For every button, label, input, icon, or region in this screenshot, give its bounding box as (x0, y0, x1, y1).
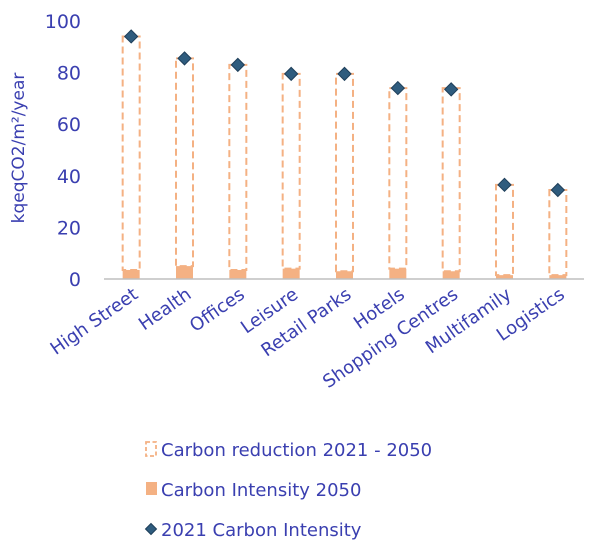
y-tick-label: 60 (57, 114, 81, 136)
bar-carbon-intensity-2050 (336, 271, 353, 279)
marker-2021-carbon-intensity (390, 80, 406, 96)
y-tick-label: 100 (45, 11, 81, 33)
marker-2021-carbon-intensity (337, 66, 352, 82)
legend: Carbon reduction 2021 - 2050 Carbon Inten… (144, 440, 432, 541)
marker-2021-carbon-intensity (123, 29, 139, 44)
marker-2021-carbon-intensity (550, 182, 566, 198)
bar-carbon-reduction (121, 35, 141, 271)
x-category-label: High Street (47, 284, 142, 360)
legend-label: 2021 Carbon Intensity (161, 520, 362, 541)
bar-carbon-reduction (281, 72, 301, 270)
bars-layer (121, 35, 568, 279)
legend-label: Carbon reduction 2021 - 2050 (161, 440, 432, 461)
bar-carbon-intensity-2050 (282, 268, 300, 279)
marker-2021-carbon-intensity (497, 177, 512, 193)
marker-2021-carbon-intensity (443, 82, 459, 97)
bar-carbon-intensity-2050 (122, 269, 140, 279)
legend-swatch-carbon-intensity-2050 (146, 482, 157, 495)
bar-carbon-intensity-2050 (442, 271, 460, 279)
bar-carbon-intensity-2050 (176, 266, 193, 279)
bar-carbon-reduction (175, 57, 194, 268)
legend-label: Carbon Intensity 2050 (161, 480, 361, 501)
bar-carbon-intensity-2050 (496, 275, 513, 279)
bar-carbon-reduction (441, 87, 461, 273)
y-tick-label: 80 (57, 63, 81, 85)
legend-swatch-carbon-reduction (145, 441, 157, 457)
bar-carbon-reduction (388, 87, 408, 270)
y-tick-label: 20 (57, 217, 81, 239)
marker-2021-carbon-intensity (230, 57, 246, 73)
bar-carbon-reduction (548, 188, 568, 277)
y-axis-tick-labels: 0 20 40 60 80 100 (45, 11, 81, 291)
bar-carbon-intensity-2050 (389, 268, 407, 279)
bar-carbon-intensity-2050 (229, 269, 247, 279)
legend-swatch-2021-carbon-intensity (144, 522, 158, 536)
markers-layer (123, 29, 566, 198)
marker-2021-carbon-intensity (177, 51, 192, 66)
bar-carbon-intensity-2050 (549, 275, 567, 279)
y-tick-label: 0 (69, 269, 81, 291)
bar-carbon-reduction (228, 63, 248, 271)
x-category-label: Offices (186, 284, 249, 337)
y-axis-title: kqeqCO2/m²/year (9, 73, 29, 224)
bar-carbon-reduction (335, 72, 354, 273)
x-category-label: Health (135, 284, 195, 335)
bar-carbon-reduction (495, 183, 514, 277)
y-tick-label: 40 (57, 166, 81, 188)
marker-2021-carbon-intensity (283, 66, 299, 82)
